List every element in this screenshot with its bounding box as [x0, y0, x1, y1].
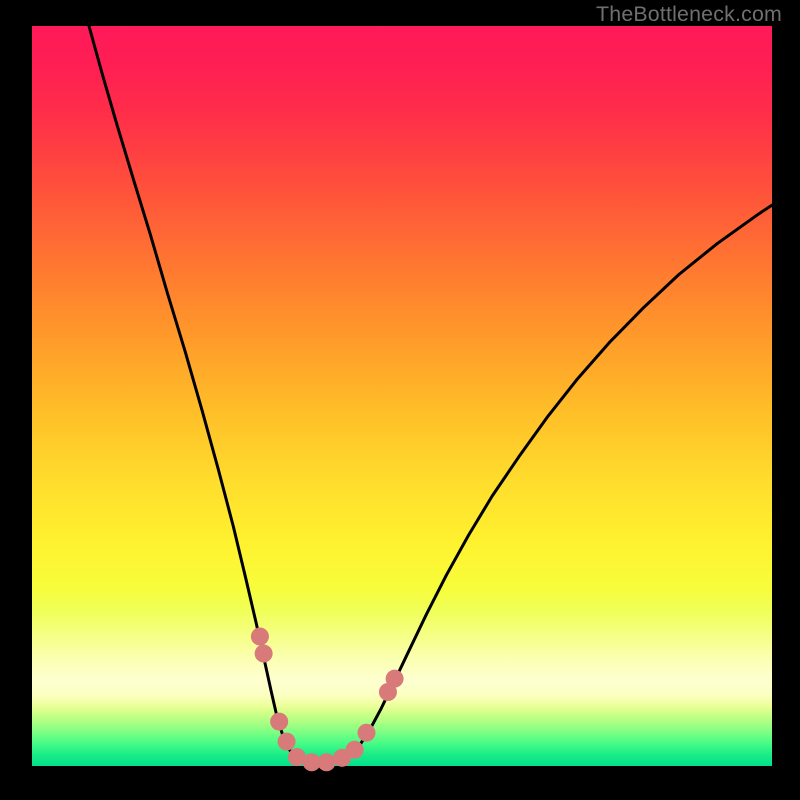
curve-marker [255, 645, 273, 663]
curve-marker [386, 670, 404, 688]
curve-marker [346, 741, 364, 759]
chart-stage: TheBottleneck.com [0, 0, 800, 800]
curve-layer [32, 26, 772, 766]
curve-marker [318, 753, 336, 771]
curve-marker [278, 733, 296, 751]
curve-marker [357, 724, 375, 742]
watermark-text: TheBottleneck.com [596, 2, 782, 27]
bottleneck-curve [89, 26, 772, 764]
curve-marker [251, 628, 269, 646]
plot-area [32, 26, 772, 766]
curve-marker [270, 713, 288, 731]
